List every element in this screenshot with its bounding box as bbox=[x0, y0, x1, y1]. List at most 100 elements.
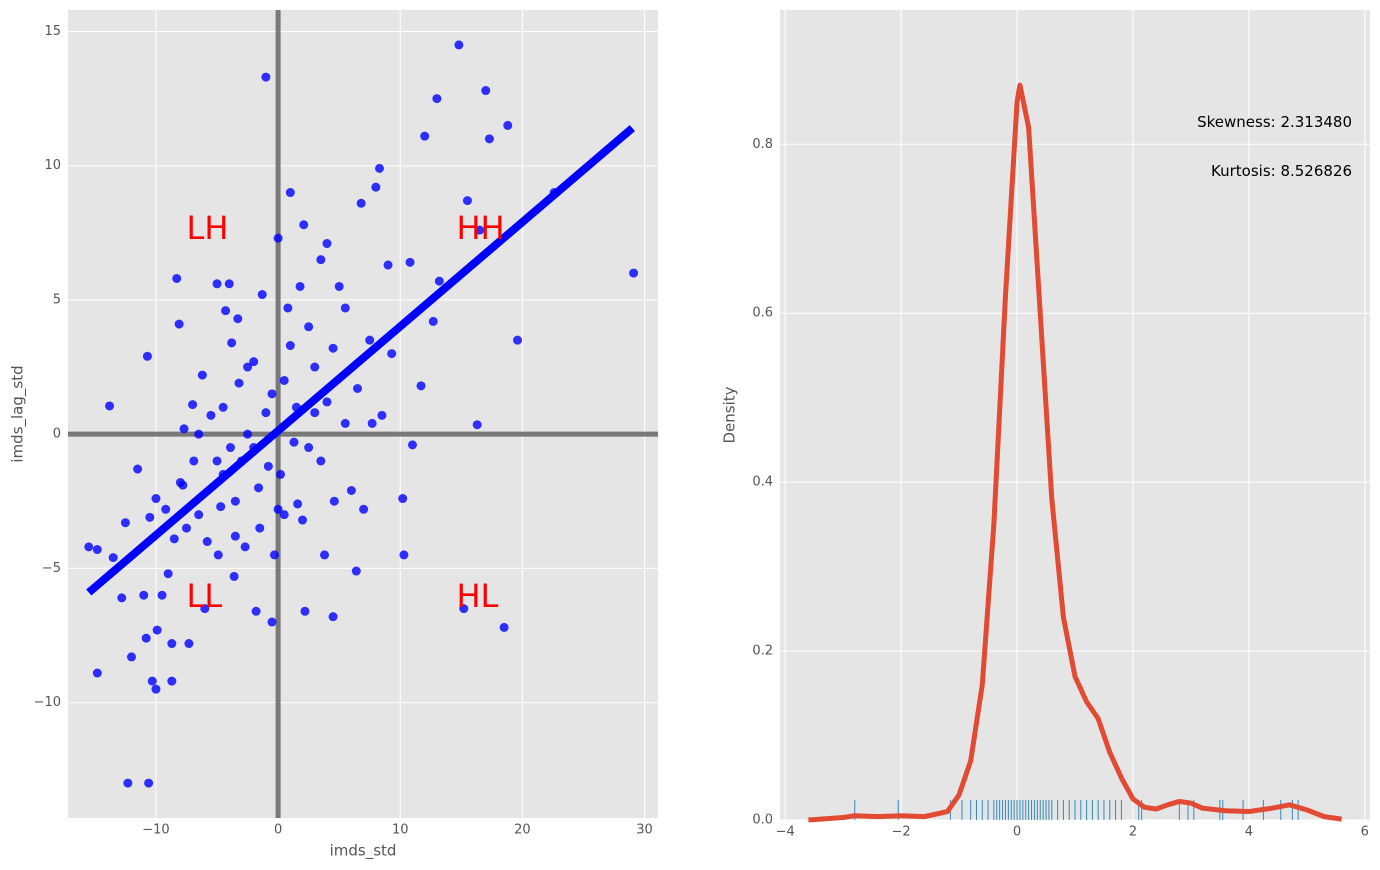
point bbox=[267, 617, 277, 627]
y-tick-label: 5 bbox=[53, 292, 61, 307]
point bbox=[298, 515, 308, 525]
x-tick-label: 10 bbox=[392, 823, 409, 838]
point bbox=[142, 351, 152, 361]
plot-area bbox=[68, 10, 658, 818]
point bbox=[257, 290, 267, 300]
point bbox=[216, 502, 226, 512]
point bbox=[221, 306, 231, 316]
point bbox=[161, 504, 171, 514]
y-tick-label: 0.4 bbox=[752, 475, 773, 490]
point bbox=[227, 338, 237, 348]
annotation: LH bbox=[186, 209, 228, 247]
x-tick-label: −2 bbox=[892, 825, 911, 840]
point bbox=[234, 378, 244, 388]
point bbox=[503, 120, 513, 130]
annotation: HL bbox=[456, 577, 498, 615]
point bbox=[255, 523, 265, 533]
point bbox=[151, 494, 161, 504]
point bbox=[475, 225, 485, 235]
point bbox=[233, 314, 243, 324]
point bbox=[484, 134, 494, 144]
x-tick-label: 20 bbox=[514, 823, 531, 838]
point bbox=[273, 504, 283, 514]
point bbox=[188, 400, 198, 410]
point bbox=[92, 545, 102, 555]
point bbox=[84, 542, 94, 552]
point bbox=[320, 550, 330, 560]
y-tick-label: −5 bbox=[42, 561, 61, 576]
point bbox=[398, 494, 408, 504]
point bbox=[147, 676, 157, 686]
point bbox=[351, 566, 361, 576]
point bbox=[152, 625, 162, 635]
point bbox=[212, 456, 222, 466]
point bbox=[328, 343, 338, 353]
point bbox=[340, 418, 350, 428]
point bbox=[108, 553, 118, 563]
point bbox=[273, 233, 283, 243]
regression-line bbox=[86, 125, 635, 596]
point bbox=[92, 668, 102, 678]
y-tick-label: 0.0 bbox=[752, 813, 773, 828]
point bbox=[175, 477, 185, 487]
point bbox=[206, 410, 216, 420]
point bbox=[462, 196, 472, 206]
point bbox=[263, 461, 273, 471]
point bbox=[167, 639, 177, 649]
point bbox=[194, 429, 204, 439]
point bbox=[230, 496, 240, 506]
point bbox=[174, 319, 184, 329]
x-tick-label: 4 bbox=[1245, 825, 1253, 840]
point bbox=[367, 418, 377, 428]
x-tick-label: 0 bbox=[1013, 825, 1021, 840]
point bbox=[300, 606, 310, 616]
point bbox=[416, 381, 426, 391]
point bbox=[459, 604, 469, 614]
density-line bbox=[808, 82, 1342, 823]
plot-area bbox=[780, 10, 1370, 820]
point bbox=[334, 281, 344, 291]
point bbox=[120, 518, 130, 528]
point bbox=[279, 375, 289, 385]
point bbox=[163, 569, 173, 579]
point bbox=[249, 357, 259, 367]
point bbox=[432, 94, 442, 104]
point bbox=[189, 456, 199, 466]
point bbox=[346, 486, 356, 496]
x-tick-label: 2 bbox=[1129, 825, 1137, 840]
y-tick-label: −10 bbox=[34, 695, 61, 710]
point bbox=[200, 604, 210, 614]
point bbox=[629, 268, 639, 278]
x-tick-label: −10 bbox=[142, 823, 169, 838]
point bbox=[243, 429, 253, 439]
point bbox=[167, 676, 177, 686]
point bbox=[133, 464, 143, 474]
x-tick-label: −4 bbox=[776, 825, 795, 840]
y-tick-label: 0.8 bbox=[752, 137, 773, 152]
point bbox=[285, 341, 295, 351]
point bbox=[105, 401, 115, 411]
point bbox=[254, 483, 264, 493]
annotation: Skewness: 2.313480 bbox=[1197, 113, 1352, 131]
point bbox=[261, 408, 271, 418]
point bbox=[387, 349, 397, 359]
point bbox=[184, 639, 194, 649]
point bbox=[279, 510, 289, 520]
point bbox=[179, 424, 189, 434]
y-axis-label: imds_lag_std bbox=[9, 365, 28, 462]
point bbox=[365, 335, 375, 345]
point bbox=[212, 279, 222, 289]
point bbox=[481, 86, 491, 96]
point bbox=[151, 684, 161, 694]
point bbox=[181, 523, 191, 533]
point bbox=[399, 550, 409, 560]
point bbox=[383, 260, 393, 270]
x-axis-label: imds_std bbox=[330, 842, 397, 861]
point bbox=[499, 622, 509, 632]
point bbox=[405, 257, 415, 267]
annotation: LL bbox=[186, 577, 222, 615]
point bbox=[141, 633, 151, 643]
point bbox=[213, 550, 223, 560]
point bbox=[283, 303, 293, 313]
